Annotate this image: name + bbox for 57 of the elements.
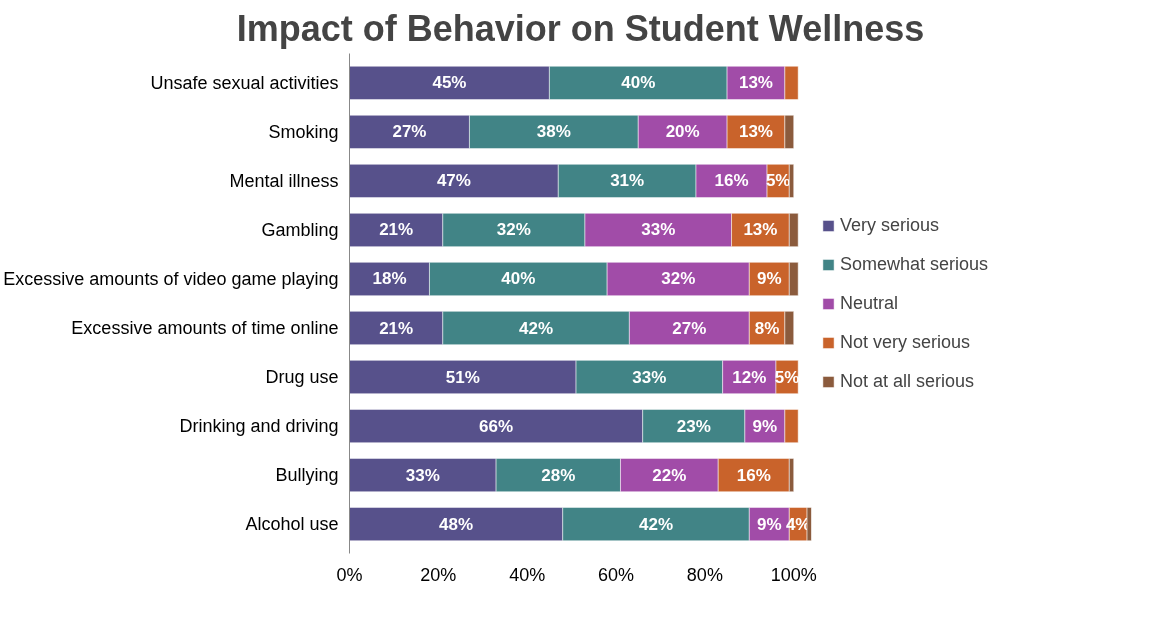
legend-label: Somewhat serious <box>840 253 989 275</box>
data-label: 31% <box>610 171 645 191</box>
x-tick-label: 80% <box>686 564 723 585</box>
x-tick-label: 60% <box>598 564 635 585</box>
legend-label: Neutral <box>840 292 899 314</box>
y-tick-label: Bullying <box>275 465 339 486</box>
data-label: 42% <box>639 514 674 534</box>
x-tick-label: 40% <box>509 564 546 585</box>
legend-label: Not at all serious <box>840 370 975 392</box>
y-tick-label: Drinking and driving <box>179 416 339 437</box>
legend-label: Very serious <box>840 214 940 236</box>
data-label: 13% <box>743 220 778 240</box>
data-label: 16% <box>736 465 771 485</box>
y-tick-label: Gambling <box>261 219 339 240</box>
y-tick-label: Excessive amounts of time online <box>71 318 339 339</box>
data-label: 40% <box>621 73 656 93</box>
data-label: 40% <box>501 269 536 289</box>
y-tick-label: Excessive amounts of video game playing <box>3 268 339 289</box>
data-label: 13% <box>738 73 773 93</box>
data-label: 51% <box>445 367 480 387</box>
data-label: 32% <box>496 220 531 240</box>
x-tick-label: 0% <box>336 564 363 585</box>
data-label: 47% <box>436 171 471 191</box>
data-label: 22% <box>652 465 687 485</box>
legend-label: Not very serious <box>840 331 971 353</box>
data-label: 42% <box>519 318 554 338</box>
data-label: 13% <box>738 122 773 142</box>
data-label: 8% <box>754 318 780 338</box>
data-label: 21% <box>379 220 414 240</box>
data-label: 20% <box>665 122 700 142</box>
data-label: 23% <box>676 416 711 436</box>
data-label: 45% <box>432 73 467 93</box>
x-tick-label: 100% <box>770 564 817 585</box>
data-label: 9% <box>757 514 782 534</box>
y-tick-label: Drug use <box>265 367 339 388</box>
data-label: 27% <box>672 318 707 338</box>
y-tick-label: Unsafe sexual activities <box>150 72 339 93</box>
data-label: 38% <box>536 122 571 142</box>
data-label: 27% <box>392 122 427 142</box>
x-tick-label: 20% <box>420 564 457 585</box>
data-label: 18% <box>372 269 407 289</box>
data-label: 33% <box>641 220 676 240</box>
data-label: 16% <box>714 171 749 191</box>
data-label: 9% <box>752 416 778 436</box>
data-label: 28% <box>541 465 576 485</box>
data-label: 33% <box>632 367 667 387</box>
y-tick-label: Smoking <box>268 121 339 142</box>
y-tick-label: Alcohol use <box>245 514 339 535</box>
data-label: 48% <box>439 514 474 534</box>
data-label: 12% <box>732 367 767 387</box>
data-label: 21% <box>379 318 414 338</box>
data-label: 9% <box>757 269 782 289</box>
chart-title: Impact of Behavior on Student Wellness <box>236 7 925 49</box>
y-tick-label: Mental illness <box>229 170 339 191</box>
data-label: 33% <box>405 465 440 485</box>
data-label: 66% <box>479 416 514 436</box>
data-label: 32% <box>661 269 696 289</box>
